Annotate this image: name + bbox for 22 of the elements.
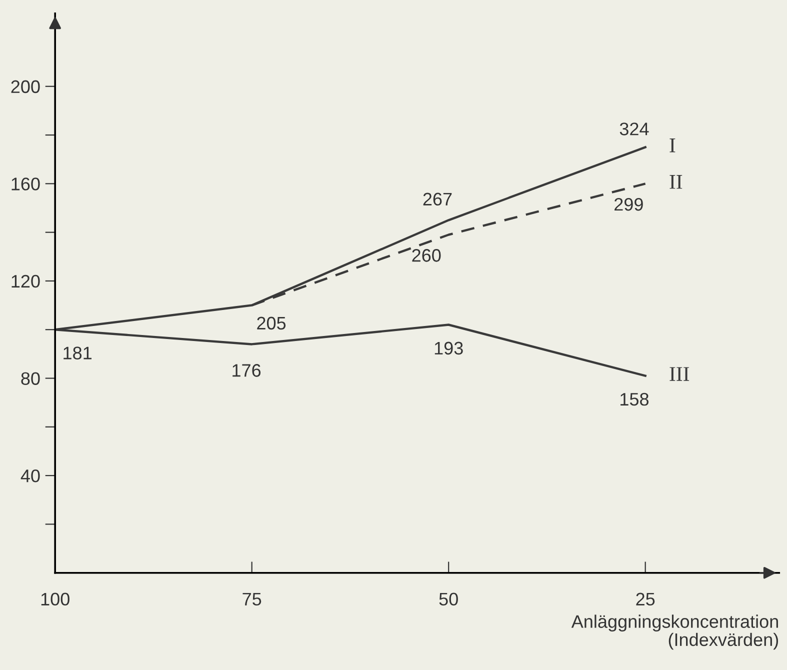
y-tick-label: 200 <box>11 80 40 94</box>
annotation: 176 <box>232 364 261 377</box>
x-tick-label: 75 <box>242 592 262 606</box>
annotation: 260 <box>412 249 441 262</box>
x-tick-label: 50 <box>439 592 458 606</box>
y-tick-label: 40 <box>20 469 40 482</box>
series-label: II <box>670 175 682 189</box>
x-axis-title: Anläggningskoncentration (Indexvärden) <box>571 614 778 650</box>
x-tick-label: 100 <box>41 592 70 606</box>
y-tick-label: 120 <box>12 274 40 288</box>
series-label: III <box>670 367 690 381</box>
annotation: 193 <box>434 342 463 355</box>
annotation: 299 <box>614 198 643 211</box>
y-tick-label: 160 <box>12 178 40 190</box>
series-label: I <box>670 138 676 152</box>
annotation: 267 <box>423 192 452 206</box>
annotation: 158 <box>620 392 649 406</box>
y-tick-label: 80 <box>21 372 40 385</box>
annotation: 181 <box>64 346 92 360</box>
annotation: 324 <box>620 122 649 136</box>
annotation: 205 <box>257 316 286 330</box>
x-tick-label: 25 <box>636 592 655 606</box>
